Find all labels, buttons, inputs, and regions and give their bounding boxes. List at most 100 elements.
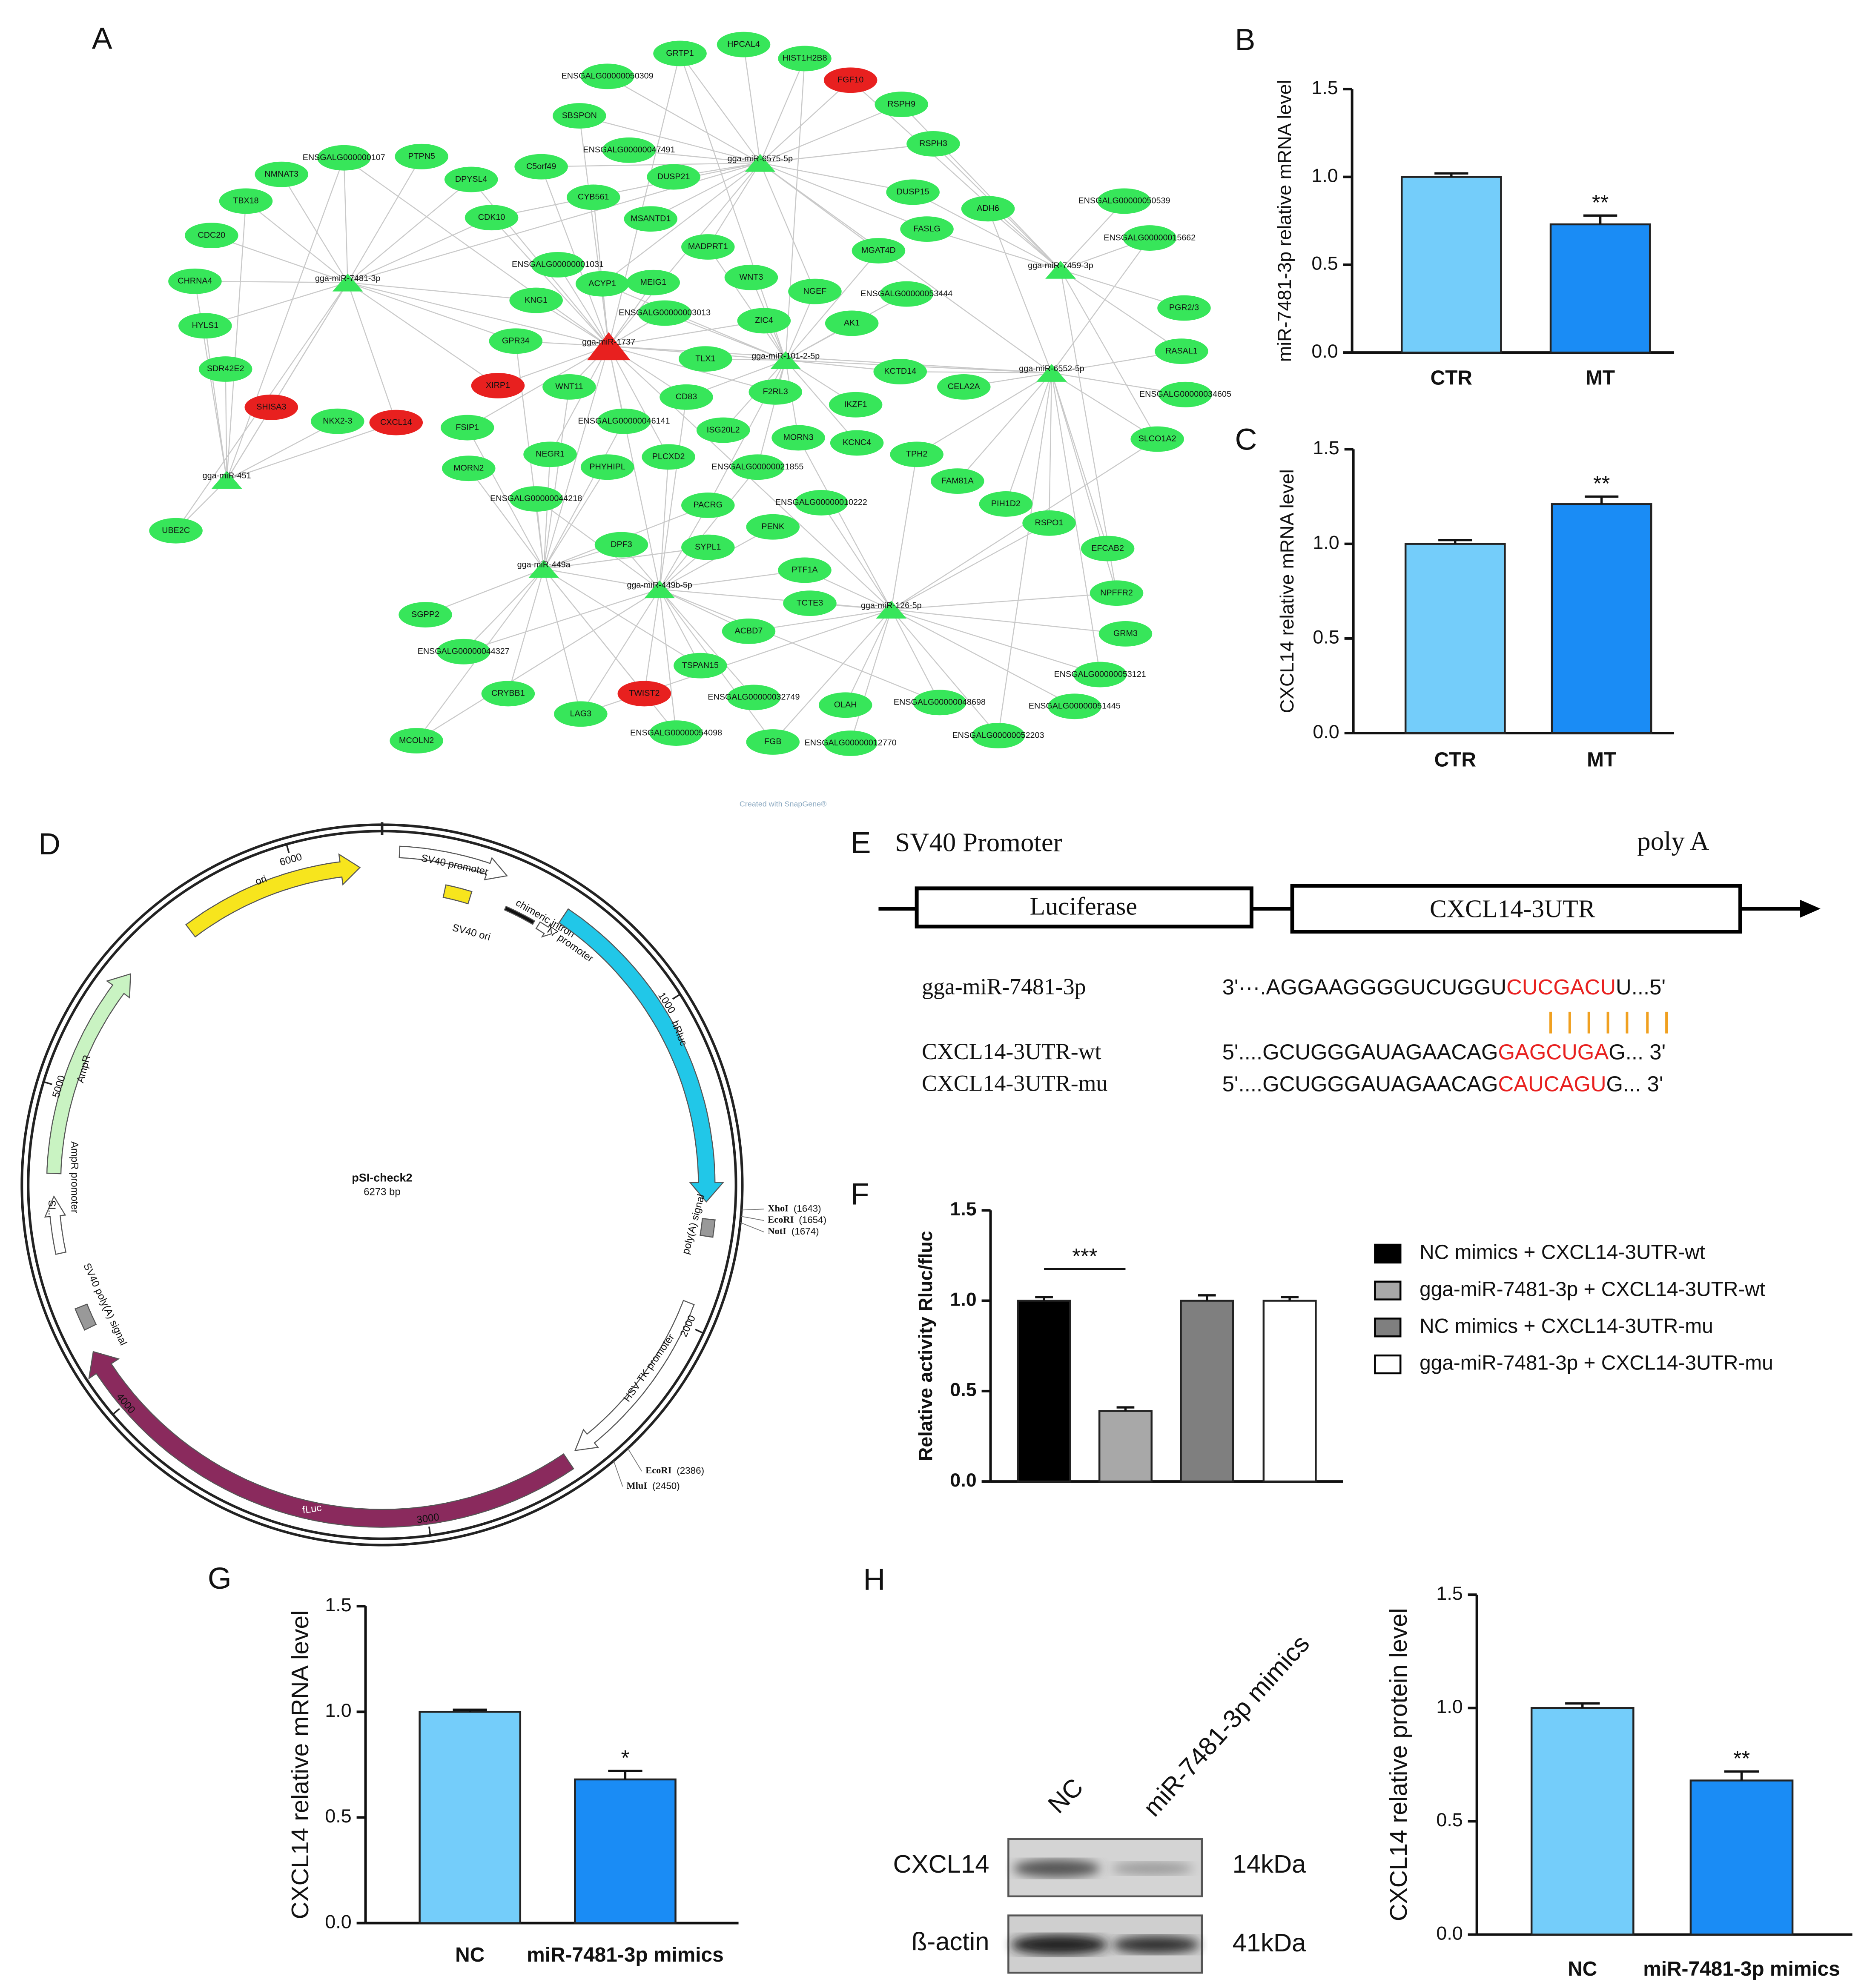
- plasmid-feature: [74, 1303, 97, 1331]
- node-label: KCTD14: [884, 367, 916, 376]
- gene-node: [823, 730, 878, 756]
- node-label: ENSGALG00000050309: [562, 72, 654, 81]
- network-edge: [757, 360, 786, 467]
- sequence-part: U...5': [1616, 975, 1666, 999]
- site-name: EcoRI: [645, 1465, 671, 1475]
- gene-node: [566, 184, 620, 210]
- node-label: PHYHIPL: [589, 462, 625, 471]
- network-edge: [707, 163, 761, 247]
- gene-node: [913, 690, 966, 716]
- x-tick-label: miR-7481-3p mimics: [1643, 1958, 1840, 1980]
- plasmid-feature: [44, 1195, 67, 1255]
- network-edge: [608, 53, 681, 347]
- gene-node: [647, 164, 700, 190]
- bar: [574, 1778, 677, 1924]
- node-label: ADH6: [977, 204, 999, 213]
- node-label: ENSGALG00000050539: [1078, 196, 1170, 206]
- node-label: CHRNA4: [178, 276, 212, 286]
- network-edge: [785, 58, 806, 361]
- network-edge: [343, 158, 348, 283]
- node-label: PTPN5: [408, 152, 435, 161]
- node-label: TCTE3: [797, 598, 823, 607]
- node-label: TWIST2: [629, 689, 660, 698]
- node-label: gga-miR-449a: [517, 560, 571, 570]
- plasmid-size: 6273 bp: [364, 1186, 400, 1198]
- node-label: ENSGALG00000010222: [775, 498, 867, 507]
- feature-label: fLuc: [302, 1502, 323, 1516]
- network-edge: [347, 282, 397, 423]
- node-label: ENSGALG00000047491: [583, 145, 675, 155]
- gene-node: [1081, 536, 1135, 561]
- gene-node: [818, 692, 872, 718]
- gene-node: [778, 557, 832, 583]
- node-label: gga-miR-101-2-5p: [751, 351, 820, 361]
- blot-band: [1013, 1859, 1100, 1877]
- node-label: ENSGALG00000012770: [805, 738, 897, 748]
- site-position: (1654): [799, 1215, 826, 1225]
- y-tick-label: 0.5: [1313, 626, 1339, 648]
- network-edge: [347, 156, 422, 283]
- blot-band: [1113, 1936, 1199, 1954]
- feature-label: AmpR promoter: [69, 1141, 80, 1213]
- y-tick-label: 0.5: [325, 1805, 351, 1827]
- node-label: UBE2C: [162, 526, 190, 535]
- network-edge: [602, 283, 786, 361]
- network-edge: [707, 246, 786, 361]
- bar: [1180, 1300, 1234, 1483]
- network-edge: [227, 421, 338, 481]
- network-edge: [416, 589, 660, 742]
- panel-letter: D: [38, 827, 60, 861]
- node-label: TLX1: [695, 354, 715, 363]
- sequence-part: G... 3': [1606, 1072, 1663, 1096]
- node-label: LAG3: [570, 709, 591, 718]
- network-edge: [226, 282, 348, 480]
- node-label: MORN2: [453, 463, 484, 473]
- y-tick-label: 1.0: [325, 1699, 351, 1721]
- network-edge: [550, 346, 609, 455]
- network-edge: [579, 115, 760, 163]
- x-tick-label: CTR: [1434, 749, 1476, 771]
- network-edge: [557, 264, 609, 347]
- network-edge: [659, 457, 669, 590]
- gene-node: [886, 179, 940, 205]
- node-label: GRM3: [1113, 629, 1138, 638]
- legend-label: NC mimics + CXCL14-3UTR-mu: [1420, 1315, 1713, 1338]
- gene-node: [722, 619, 776, 644]
- network-edge: [491, 217, 609, 347]
- gene-node: [1022, 510, 1076, 536]
- gene-node: [746, 514, 800, 540]
- significance: **: [1592, 190, 1609, 215]
- mirna-node: [745, 154, 776, 172]
- network-edge: [468, 468, 545, 570]
- network-edge: [508, 569, 545, 694]
- gene-node: [602, 137, 656, 163]
- gene-node: [531, 252, 585, 278]
- bar: [419, 1710, 522, 1924]
- network-edge: [344, 157, 609, 347]
- node-label: CD83: [676, 392, 697, 401]
- network-edge: [891, 609, 999, 736]
- network-edge: [680, 53, 761, 163]
- network-edge: [226, 201, 247, 480]
- gene-node: [1123, 225, 1177, 251]
- gene-node: [937, 374, 991, 400]
- gene-node: [317, 145, 371, 171]
- network-edge: [463, 568, 544, 652]
- gene-node: [1159, 381, 1212, 407]
- plasmid-feature: [574, 1300, 695, 1451]
- site-name: XhoI: [768, 1203, 789, 1213]
- panel-letter: F: [851, 1177, 869, 1211]
- network: gga-miR-7481-3p gga-miR-6575-5p gga-miR-74…: [149, 32, 1231, 756]
- y-axis-label: CXCL14 relative mRNA level: [287, 1610, 314, 1919]
- node-label: HPCAL4: [727, 40, 760, 49]
- y-tick-label: 0.0: [1313, 721, 1339, 742]
- panel-letter: H: [863, 1563, 886, 1597]
- plasmid-feature: [700, 1218, 716, 1238]
- map-tick: [112, 1408, 120, 1415]
- network-edge: [1051, 238, 1150, 373]
- gene-node: [597, 408, 651, 434]
- gene-node: [875, 92, 929, 117]
- node-label: gga-miR-6575-5p: [728, 154, 793, 163]
- node-label: HIST1H2B8: [782, 54, 827, 63]
- x-tick-label: CTR: [1431, 367, 1472, 390]
